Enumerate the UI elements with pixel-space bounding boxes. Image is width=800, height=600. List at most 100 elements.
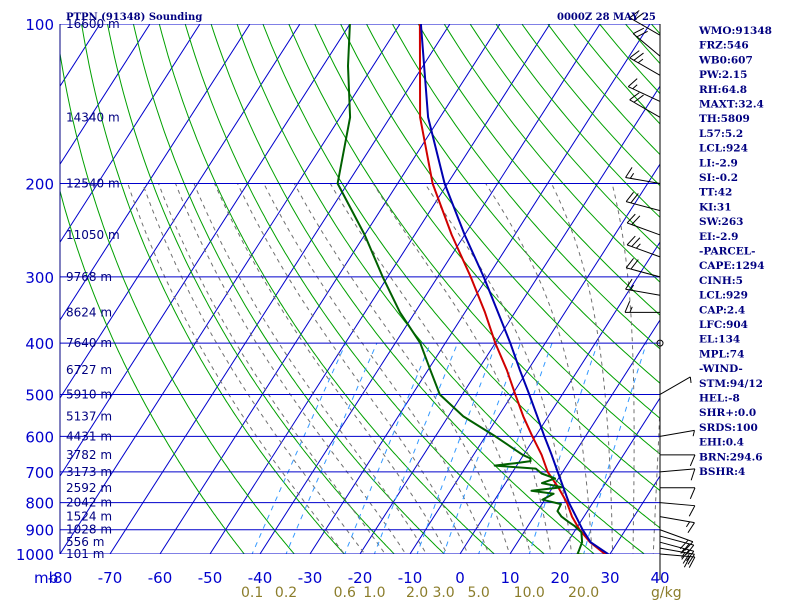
temperature-axis-labels: -80 -70 -60 -50 -40 -30 -20 -10 0 10 20 30 40 [48, 569, 670, 587]
barb-flag [633, 12, 644, 21]
wind-barb [625, 167, 661, 185]
pressure-label: 800 [25, 495, 54, 513]
temperature-tick-label: 10 [500, 569, 519, 587]
wind-barb [659, 429, 695, 437]
temperature-tick-label: 0 [455, 569, 465, 587]
wind-barb [626, 235, 661, 258]
moist-adiabat-line [485, 183, 593, 554]
barb-flag [679, 539, 689, 550]
isotherm-line [409, 163, 660, 554]
dry-adiabat-line [417, 24, 660, 316]
barb-flag [626, 235, 636, 246]
moist-adiabat-line [329, 183, 531, 554]
profile-lines [336, 24, 610, 554]
barb-flag [629, 92, 640, 101]
height-labels: 16600 m 14340 m 12540 m 11050 m 9768 m 8624 m… [66, 17, 120, 561]
isotherm-line [309, 24, 651, 554]
isotherm-line [259, 24, 601, 554]
stat-line: EL:134 [699, 334, 740, 346]
moist-adiabat-line [551, 183, 614, 554]
stat-line: -PARCEL- [699, 246, 755, 258]
pressure-label: 300 [25, 269, 54, 287]
stat-line: BRN:294.6 [699, 451, 763, 463]
temperature-tick-label: 30 [600, 569, 619, 587]
mixing-ratio-label: 0.2 [275, 585, 297, 600]
barb-staff [659, 547, 695, 555]
temperature-tick-label: -20 [348, 569, 373, 587]
moist-adiabat-line [372, 183, 552, 554]
moist-adiabat-line [142, 183, 366, 554]
wind-barb [624, 301, 660, 313]
isotherm-grid [60, 24, 660, 554]
isotherm-line [60, 24, 351, 477]
height-label: 16600 m [66, 17, 120, 31]
temperature-profile [418, 24, 609, 554]
height-label: 7640 m [66, 336, 112, 350]
stat-line: SI:-0.2 [699, 172, 738, 184]
isotherm-line [459, 241, 660, 554]
pressure-label: 200 [25, 176, 54, 194]
mixing-ratio-labels: 0.1 0.2 0.6 1.0 2.0 3.0 5.0 10.0 20.0 [241, 585, 599, 600]
barb-flag [629, 10, 640, 19]
height-label: 3173 m [66, 465, 112, 479]
moist-adiabat-line [611, 183, 635, 554]
stat-line: LCL:924 [699, 143, 748, 155]
pressure-label: 700 [25, 464, 54, 482]
wind-barb [659, 535, 695, 555]
barb-staff [629, 17, 661, 36]
isotherm-line [60, 24, 201, 244]
barb-flag [633, 94, 644, 103]
dry-adiabat-line [60, 189, 245, 554]
stat-line: TT:42 [699, 187, 732, 199]
mixing-ratio-label: 0.6 [334, 585, 356, 600]
wind-barb [656, 339, 664, 347]
wind-barb [625, 258, 661, 278]
barb-flag [689, 454, 696, 467]
height-label: 1028 m [66, 523, 112, 537]
wind-barb [632, 27, 661, 57]
mixing-ratio-line [285, 342, 378, 554]
barb-flag [624, 301, 631, 313]
dry-adiabat-line [443, 24, 660, 283]
barb-flag [688, 556, 696, 568]
dewpoint-profile [336, 24, 588, 554]
wind-barb [660, 487, 696, 500]
stat-line: FRZ:546 [699, 40, 749, 52]
isobar-grid [60, 24, 660, 554]
isotherm-line [60, 24, 301, 399]
wind-barb [629, 50, 661, 76]
mixing-ratio-label: 10.0 [514, 585, 545, 600]
wind-barb [629, 92, 661, 118]
temperature-tick-label: -50 [198, 569, 223, 587]
dry-adiabat-line [288, 24, 660, 492]
barb-flag [629, 173, 635, 179]
height-label: 101 m [66, 547, 104, 561]
wind-barb [659, 516, 695, 534]
barb-flag [683, 556, 691, 568]
stat-line: EI:-2.9 [699, 231, 738, 243]
mixing-ratio-lines [251, 342, 647, 554]
wind-barb [625, 278, 661, 296]
valid-time: 0000Z 28 MAY 25 [557, 12, 656, 23]
stat-line: WMO:91348 [698, 25, 772, 37]
moist-adiabat-line [293, 183, 511, 554]
barb-flag [688, 505, 696, 517]
isotherm-line [559, 397, 660, 554]
barb-flag [625, 258, 634, 269]
barb-flag [684, 541, 694, 551]
wind-barb [659, 547, 695, 565]
moist-adiabat-line [424, 183, 573, 554]
barb-staff [659, 468, 695, 473]
barb-staff [659, 516, 695, 524]
barb-flag [632, 27, 645, 35]
barb-flag [687, 522, 695, 534]
barb-flag [681, 549, 690, 560]
stat-line: STM:94/12 [699, 378, 763, 390]
barb-staff [625, 176, 661, 185]
barb-flag [680, 548, 685, 554]
dry-adiabat-line [365, 24, 660, 384]
barb-flag [686, 550, 695, 562]
mixing-ratio-unit: g/kg [651, 585, 682, 600]
height-label: 1524 m [66, 510, 112, 524]
barb-staff [628, 86, 661, 102]
